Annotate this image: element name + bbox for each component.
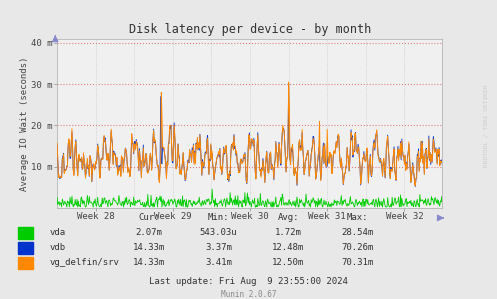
Text: 2.07m: 2.07m [136, 228, 163, 237]
Text: 14.33m: 14.33m [133, 258, 165, 267]
Text: Avg:: Avg: [277, 213, 299, 222]
Title: Disk latency per device - by month: Disk latency per device - by month [129, 23, 371, 36]
Text: 28.54m: 28.54m [342, 228, 374, 237]
Text: Munin 2.0.67: Munin 2.0.67 [221, 290, 276, 299]
Text: 70.26m: 70.26m [342, 243, 374, 252]
Text: 1.72m: 1.72m [275, 228, 302, 237]
Text: Cur:: Cur: [138, 213, 160, 222]
Text: 12.48m: 12.48m [272, 243, 304, 252]
Y-axis label: Average IO Wait (seconds): Average IO Wait (seconds) [20, 56, 29, 190]
Text: vda: vda [50, 228, 66, 237]
Text: Min:: Min: [208, 213, 230, 222]
Text: 70.31m: 70.31m [342, 258, 374, 267]
Text: 12.50m: 12.50m [272, 258, 304, 267]
Text: vdb: vdb [50, 243, 66, 252]
Text: 14.33m: 14.33m [133, 243, 165, 252]
Text: vg_delfin/srv: vg_delfin/srv [50, 258, 120, 267]
Text: RRDTOOL / TOBI OETIKER: RRDTOOL / TOBI OETIKER [483, 84, 488, 167]
Text: 3.37m: 3.37m [205, 243, 232, 252]
Text: 3.41m: 3.41m [205, 258, 232, 267]
Text: 543.03u: 543.03u [200, 228, 238, 237]
Text: Last update: Fri Aug  9 23:55:00 2024: Last update: Fri Aug 9 23:55:00 2024 [149, 277, 348, 286]
Text: Max:: Max: [347, 213, 369, 222]
